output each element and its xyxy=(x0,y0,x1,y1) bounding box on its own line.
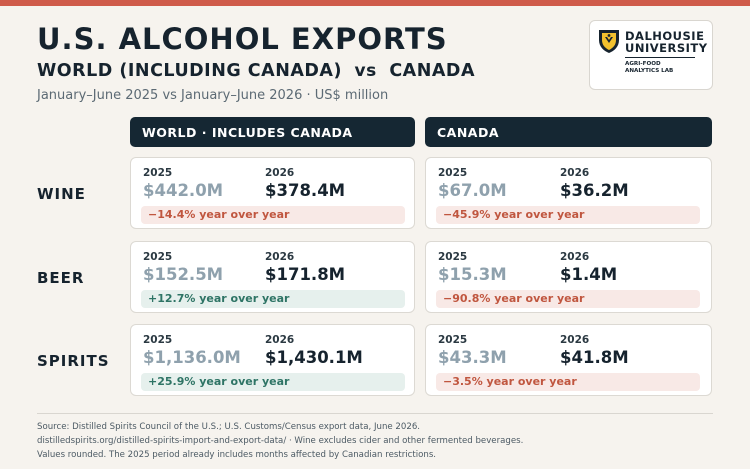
value-2026: $41.8M xyxy=(560,348,629,367)
card-spirits-world: 2025 2026 $1,136.0M $1,430.1M +25.9% yea… xyxy=(130,324,415,396)
logo-wordmark: DALHOUSIE UNIVERSITY xyxy=(625,30,708,54)
page-subtitle: WORLD (INCLUDING CANADA) vs CANADA xyxy=(37,61,475,81)
row-label-wine: WINE xyxy=(37,185,86,203)
dalhousie-logo: DALHOUSIE UNIVERSITY AGRI-FOOD ANALYTICS… xyxy=(589,20,713,90)
logo-line-2: UNIVERSITY xyxy=(625,41,708,55)
value-2025: $152.5M xyxy=(143,265,224,284)
subtitle-world: WORLD (INCLUDING CANADA) xyxy=(37,61,342,81)
value-2026: $171.8M xyxy=(265,265,346,284)
year-2026-label: 2026 xyxy=(265,167,295,179)
change-badge: +25.9% year over year xyxy=(141,373,405,391)
card-beer-canada: 2025 2026 $15.3M $1.4M −90.8% year over … xyxy=(425,241,712,313)
year-2026-label: 2026 xyxy=(560,334,590,346)
change-badge: +12.7% year over year xyxy=(141,290,405,308)
row-label-spirits: SPIRITS xyxy=(37,352,110,370)
subtitle-canada: CANADA xyxy=(389,61,475,81)
year-2026-label: 2026 xyxy=(560,167,590,179)
value-2025: $67.0M xyxy=(438,181,507,200)
year-2025-label: 2025 xyxy=(143,251,173,263)
logo-lab-line-2: ANALYTICS LAB xyxy=(625,68,674,74)
change-badge: −45.9% year over year xyxy=(436,206,700,224)
card-wine-canada: 2025 2026 $67.0M $36.2M −45.9% year over… xyxy=(425,157,712,229)
year-2025-label: 2025 xyxy=(438,167,468,179)
footer-rounding-note: Values rounded. The 2025 period already … xyxy=(37,450,437,460)
card-wine-world: 2025 2026 $442.0M $378.4M −14.4% year ov… xyxy=(130,157,415,229)
footer-divider xyxy=(37,413,713,414)
footer-source: Source: Distilled Spirits Council of the… xyxy=(37,422,421,432)
value-2026: $36.2M xyxy=(560,181,629,200)
change-badge: −90.8% year over year xyxy=(436,290,700,308)
value-2025: $15.3M xyxy=(438,265,507,284)
page-title: U.S. ALCOHOL EXPORTS xyxy=(37,22,448,56)
subtitle-vs: vs xyxy=(354,61,377,81)
year-2026-label: 2026 xyxy=(265,334,295,346)
value-2025: $1,136.0M xyxy=(143,348,241,367)
row-label-beer: BEER xyxy=(37,269,85,287)
year-2026-label: 2026 xyxy=(265,251,295,263)
footer-link-note: distilledspirits.org/distilled-spirits-i… xyxy=(37,436,524,446)
dalhousie-crest-icon xyxy=(599,30,619,53)
value-2026: $1,430.1M xyxy=(265,348,363,367)
logo-rule xyxy=(625,57,695,58)
change-badge: −3.5% year over year xyxy=(436,373,700,391)
logo-line-1: DALHOUSIE xyxy=(625,29,705,43)
value-2026: $1.4M xyxy=(560,265,618,284)
card-spirits-canada: 2025 2026 $43.3M $41.8M −3.5% year over … xyxy=(425,324,712,396)
value-2026: $378.4M xyxy=(265,181,346,200)
period-caption: January–June 2025 vs January–June 2026 ·… xyxy=(37,88,389,103)
year-2025-label: 2025 xyxy=(438,334,468,346)
value-2025: $43.3M xyxy=(438,348,507,367)
year-2025-label: 2025 xyxy=(143,167,173,179)
top-accent-bar xyxy=(0,0,750,6)
column-header-world: WORLD · INCLUDES CANADA xyxy=(130,117,415,147)
year-2025-label: 2025 xyxy=(438,251,468,263)
year-2026-label: 2026 xyxy=(560,251,590,263)
value-2025: $442.0M xyxy=(143,181,224,200)
column-header-canada: CANADA xyxy=(425,117,712,147)
logo-lab-name: AGRI-FOOD ANALYTICS LAB xyxy=(625,61,673,75)
change-badge: −14.4% year over year xyxy=(141,206,405,224)
year-2025-label: 2025 xyxy=(143,334,173,346)
card-beer-world: 2025 2026 $152.5M $171.8M +12.7% year ov… xyxy=(130,241,415,313)
logo-lab-line-1: AGRI-FOOD xyxy=(625,61,661,67)
